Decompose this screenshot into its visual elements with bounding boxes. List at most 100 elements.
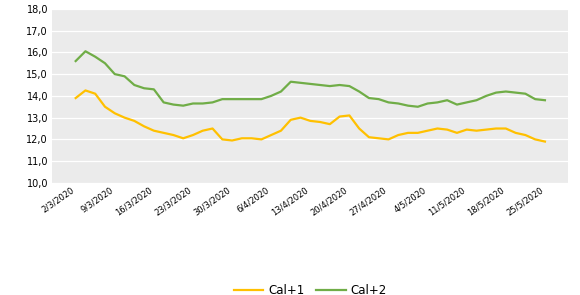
Cal+2 — [150, 88, 157, 91]
Cal+1 — [102, 105, 108, 109]
Cal+2 — [238, 97, 245, 101]
Cal+1 — [307, 119, 314, 123]
Cal+2 — [483, 94, 490, 98]
Cal+1 — [229, 139, 235, 142]
Cal+1 — [522, 133, 529, 137]
Cal+1 — [424, 129, 431, 132]
Cal+2 — [287, 80, 294, 83]
Cal+1 — [238, 137, 245, 140]
Cal+2 — [200, 102, 206, 105]
Cal+1 — [395, 133, 402, 137]
Cal+2 — [473, 99, 480, 102]
Cal+1 — [532, 137, 539, 141]
Cal+2 — [532, 97, 539, 101]
Cal+2 — [209, 101, 216, 104]
Cal+2 — [92, 55, 99, 58]
Cal+2 — [454, 103, 461, 106]
Cal+1 — [356, 127, 362, 130]
Cal+1 — [131, 119, 138, 123]
Cal+2 — [140, 86, 147, 90]
Cal+1 — [405, 131, 412, 135]
Cal+2 — [121, 75, 128, 78]
Cal+1 — [492, 127, 499, 130]
Cal+2 — [375, 97, 382, 101]
Cal+2 — [297, 81, 304, 85]
Cal+2 — [170, 103, 177, 106]
Cal+1 — [483, 128, 490, 131]
Cal+2 — [395, 102, 402, 105]
Cal+2 — [365, 96, 372, 100]
Cal+1 — [72, 96, 79, 100]
Cal+1 — [180, 137, 187, 140]
Cal+2 — [229, 97, 235, 101]
Cal+1 — [542, 140, 549, 143]
Cal+2 — [190, 102, 197, 105]
Cal+2 — [512, 91, 519, 94]
Cal+2 — [180, 104, 187, 107]
Cal+1 — [512, 131, 519, 135]
Cal+1 — [277, 129, 284, 132]
Cal+2 — [542, 99, 549, 102]
Line: Cal+2: Cal+2 — [75, 51, 545, 107]
Cal+1 — [170, 133, 177, 137]
Cal+1 — [160, 131, 167, 135]
Cal+1 — [414, 131, 421, 135]
Cal+2 — [219, 97, 226, 101]
Cal+1 — [287, 118, 294, 122]
Cal+1 — [190, 133, 197, 137]
Cal+2 — [444, 99, 451, 102]
Cal+2 — [160, 101, 167, 104]
Cal+2 — [268, 94, 275, 98]
Cal+2 — [405, 104, 412, 107]
Cal+2 — [131, 83, 138, 87]
Legend: Cal+1, Cal+2: Cal+1, Cal+2 — [229, 279, 392, 295]
Cal+1 — [454, 131, 461, 135]
Cal+1 — [140, 124, 147, 128]
Cal+1 — [317, 120, 324, 124]
Cal+1 — [268, 133, 275, 137]
Cal+2 — [307, 82, 314, 86]
Cal+1 — [375, 137, 382, 140]
Cal+2 — [277, 90, 284, 93]
Cal+2 — [102, 61, 108, 65]
Cal+1 — [365, 135, 372, 139]
Cal+2 — [385, 101, 392, 104]
Cal+2 — [424, 102, 431, 105]
Cal+1 — [444, 128, 451, 131]
Cal+1 — [121, 116, 128, 119]
Cal+2 — [356, 90, 362, 93]
Cal+1 — [209, 127, 216, 130]
Cal+1 — [200, 129, 206, 132]
Cal+1 — [473, 129, 480, 132]
Cal+2 — [336, 83, 343, 87]
Cal+2 — [258, 97, 265, 101]
Cal+2 — [317, 83, 324, 87]
Cal+2 — [522, 92, 529, 96]
Cal+1 — [258, 137, 265, 141]
Cal+2 — [414, 105, 421, 109]
Cal+2 — [111, 72, 118, 76]
Cal+1 — [111, 112, 118, 115]
Cal+2 — [346, 84, 353, 88]
Cal+2 — [327, 84, 333, 88]
Cal+2 — [82, 50, 89, 53]
Cal+1 — [92, 92, 99, 96]
Cal+1 — [297, 116, 304, 119]
Cal+1 — [346, 114, 353, 117]
Cal+1 — [219, 137, 226, 141]
Cal+1 — [463, 128, 470, 131]
Cal+1 — [327, 122, 333, 126]
Cal+2 — [502, 90, 509, 93]
Cal+2 — [248, 97, 255, 101]
Cal+1 — [150, 129, 157, 132]
Cal+1 — [434, 127, 441, 130]
Cal+2 — [434, 101, 441, 104]
Cal+1 — [502, 127, 509, 130]
Cal+1 — [82, 89, 89, 92]
Cal+1 — [385, 137, 392, 141]
Cal+2 — [463, 101, 470, 104]
Cal+2 — [492, 91, 499, 94]
Line: Cal+1: Cal+1 — [75, 91, 545, 142]
Cal+1 — [336, 115, 343, 118]
Cal+1 — [248, 137, 255, 140]
